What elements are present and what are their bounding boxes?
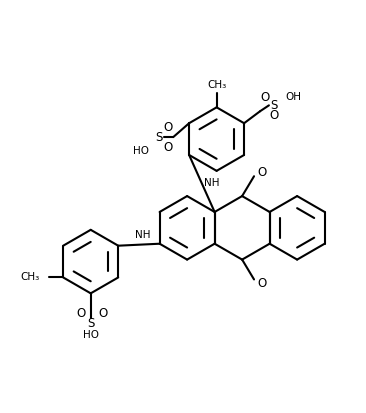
Text: O: O [257, 277, 266, 290]
Text: O: O [98, 307, 107, 320]
Text: NH: NH [204, 178, 220, 188]
Text: O: O [164, 121, 173, 134]
Text: CH₃: CH₃ [207, 81, 226, 90]
Text: O: O [164, 140, 173, 154]
Text: O: O [269, 109, 279, 122]
Text: S: S [87, 317, 94, 330]
Text: CH₃: CH₃ [20, 273, 40, 282]
Text: OH: OH [286, 93, 302, 102]
Text: HO: HO [83, 330, 99, 340]
Text: O: O [76, 307, 85, 320]
Text: O: O [260, 91, 270, 104]
Text: O: O [257, 166, 266, 179]
Text: NH: NH [135, 230, 151, 240]
Text: S: S [156, 131, 163, 144]
Text: HO: HO [133, 146, 149, 156]
Text: S: S [270, 99, 277, 112]
